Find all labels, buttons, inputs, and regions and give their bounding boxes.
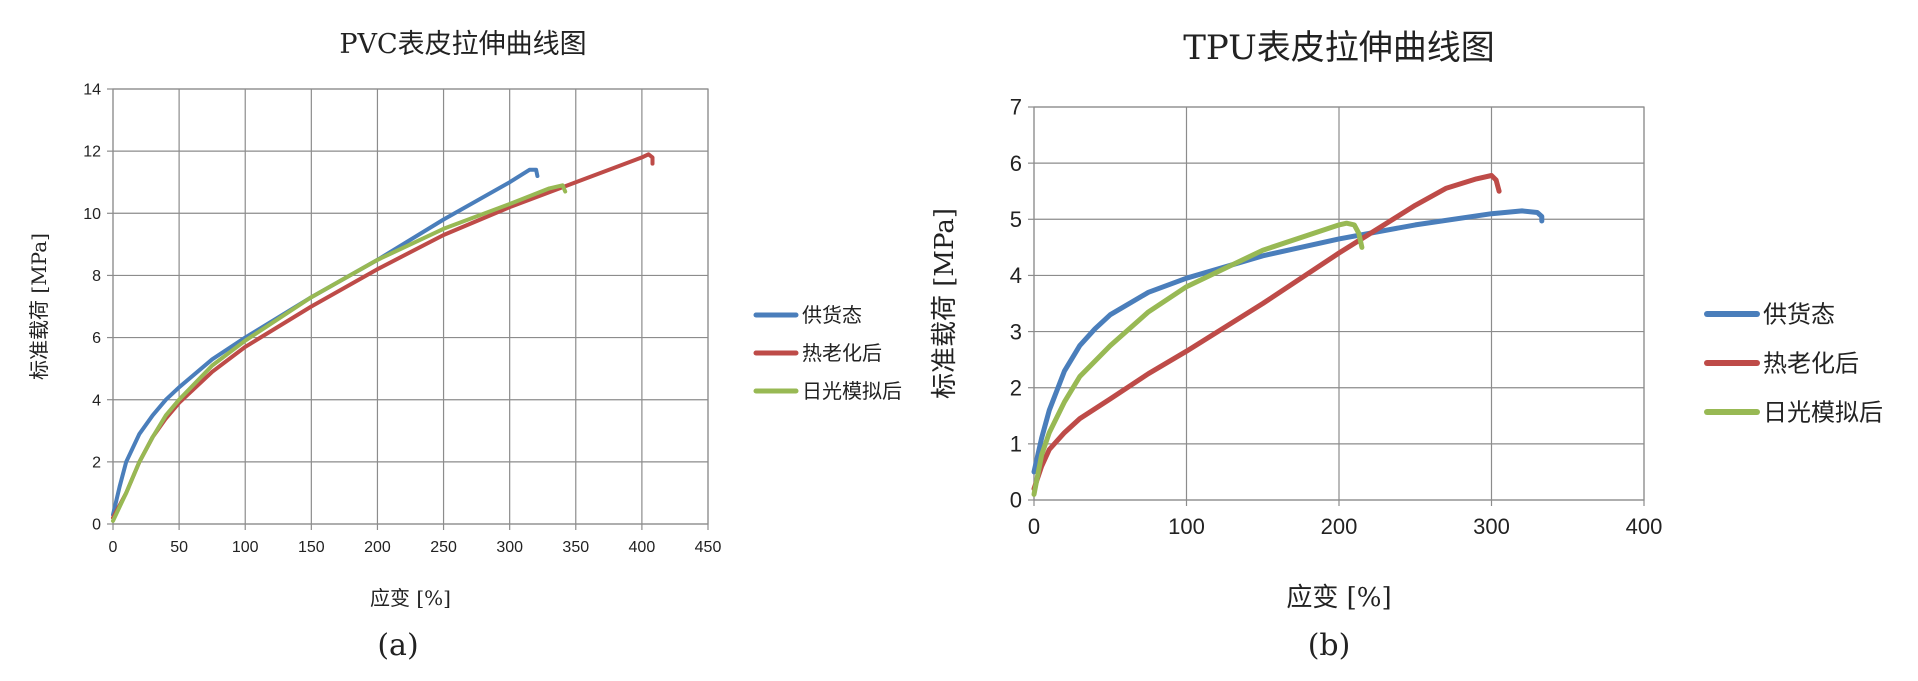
caption-b: (b) <box>1307 628 1351 663</box>
x-tick-label: 0 <box>109 539 118 556</box>
legend-label: 供货态 <box>1763 301 1835 329</box>
y-tick-label: 3 <box>1010 319 1022 344</box>
y-tick-label: 4 <box>92 392 101 409</box>
series-line <box>111 183 568 523</box>
x-tick-label: 250 <box>430 539 457 556</box>
pvc-tensile-chart: 0 50 100 150 200 250 300 350 400 450 0 2 4 6 8 10 12 14 PV… <box>27 29 902 610</box>
x-tick-label: 300 <box>1473 514 1510 539</box>
y-tick-label: 4 <box>1010 263 1022 288</box>
series-line <box>111 152 655 520</box>
x-tick-label: 300 <box>496 539 523 556</box>
y-tick-label: 0 <box>92 517 101 534</box>
y-tick-label: 7 <box>1010 95 1022 120</box>
x-axis-label: 应变 [%] <box>1286 583 1391 613</box>
y-tick-label: 5 <box>1010 207 1022 232</box>
x-axis-label: 应变 [%] <box>370 586 451 610</box>
x-tick-label: 100 <box>1168 514 1205 539</box>
y-tick-label: 10 <box>83 206 101 223</box>
x-tick-label: 400 <box>629 539 656 556</box>
y-tick-label: 14 <box>83 82 101 99</box>
y-tick-label: 6 <box>1010 151 1022 176</box>
y-tick-label: 12 <box>83 144 101 161</box>
plot-area <box>112 88 709 525</box>
legend-label: 热老化后 <box>802 341 882 365</box>
x-tick-label: 450 <box>695 539 722 556</box>
series-line <box>1031 220 1365 497</box>
series-line <box>1031 173 1502 492</box>
legend-label: 日光模拟后 <box>1763 399 1883 427</box>
caption-a: (a) <box>377 628 419 663</box>
x-tick-label: 400 <box>1626 514 1663 539</box>
x-tick-label: 350 <box>562 539 589 556</box>
y-axis-label: 标准载荷 [MPa] <box>27 233 51 380</box>
x-tick-label: 0 <box>1028 514 1040 539</box>
x-tick-label: 100 <box>232 539 259 556</box>
chart-panel-b: 0 100 200 300 400 0 1 2 3 4 5 6 7 TPU表皮拉伸曲线图应变 [%] 标准载… <box>930 0 1918 677</box>
legend-label: 日光模拟后 <box>802 379 902 403</box>
chart-panel-a: 0 50 100 150 200 250 300 350 400 450 0 2 4 6 8 10 12 14 PV… <box>0 0 930 677</box>
chart-title: PVC表皮拉伸曲线图 <box>339 29 586 60</box>
y-tick-label: 2 <box>1010 375 1022 400</box>
series-line <box>111 167 540 517</box>
x-tick-label: 150 <box>298 539 325 556</box>
x-tick-label: 200 <box>1321 514 1358 539</box>
legend-label: 热老化后 <box>1763 350 1859 378</box>
y-tick-label: 1 <box>1010 432 1022 457</box>
y-tick-label: 8 <box>92 268 101 285</box>
x-tick-label: 50 <box>170 539 188 556</box>
legend-label: 供货态 <box>802 303 862 327</box>
chart-title: TPU表皮拉伸曲线图 <box>1183 28 1495 68</box>
y-tick-label: 0 <box>1010 488 1022 513</box>
y-axis-label: 标准载荷 [MPa] <box>930 208 960 399</box>
y-tick-label: 2 <box>92 454 101 471</box>
series-line <box>1031 208 1545 475</box>
x-tick-label: 200 <box>364 539 391 556</box>
y-tick-label: 6 <box>92 330 101 347</box>
